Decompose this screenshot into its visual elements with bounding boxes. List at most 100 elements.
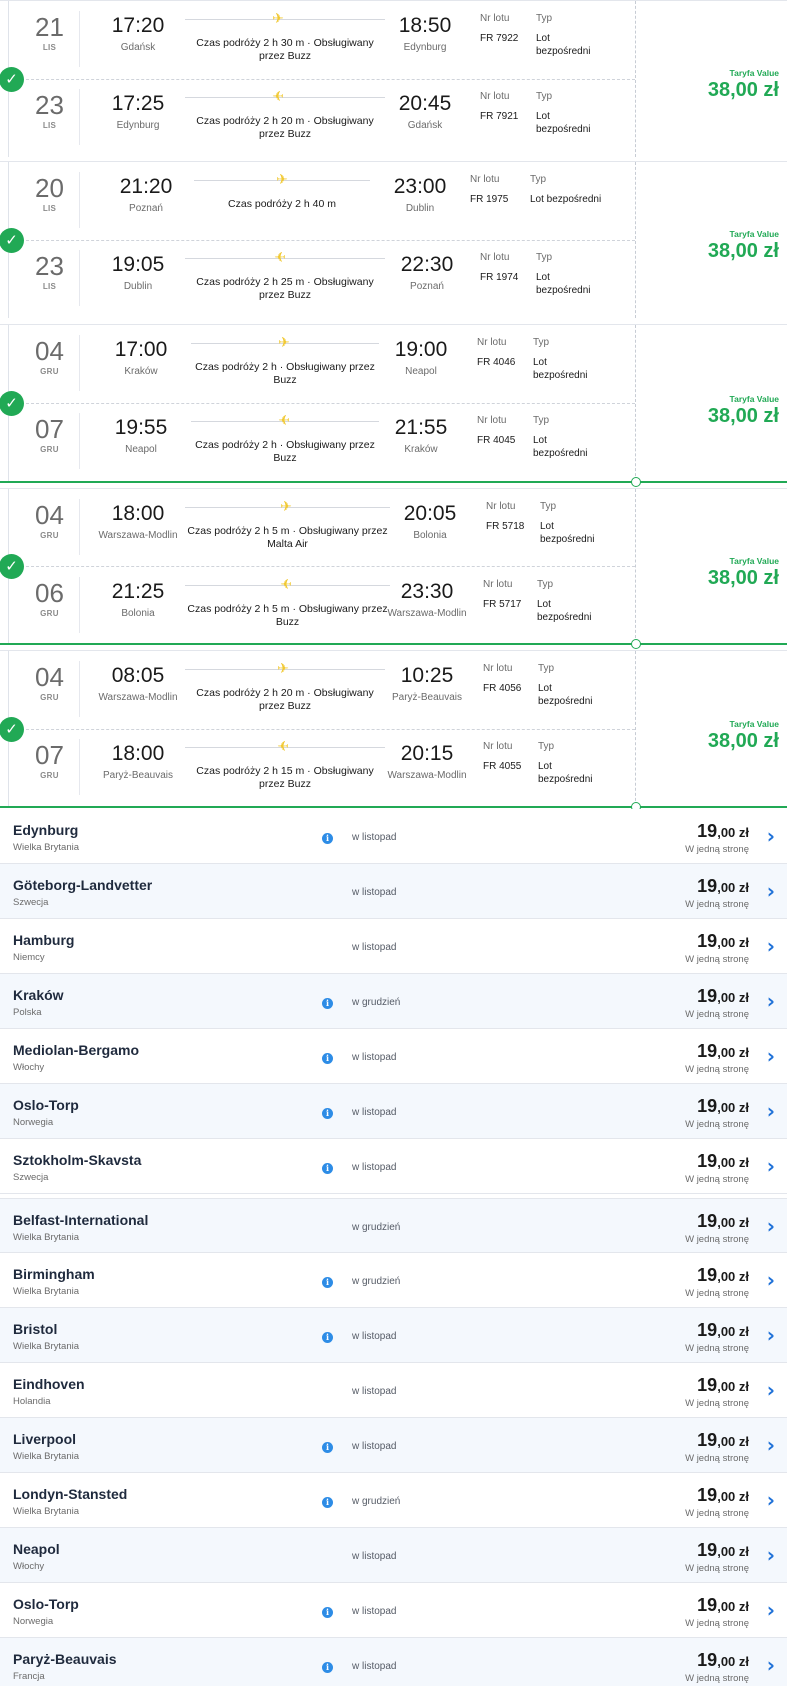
- destination-city: Göteborg-Landvetter: [13, 877, 153, 893]
- price-integer: 19: [697, 1096, 718, 1116]
- flight-number-label: Nr lotu: [477, 415, 507, 426]
- arrival-time: 20:15: [400, 742, 454, 765]
- destination-row[interactable]: Liverpool Wielka Brytania i w listopad 19,00…: [0, 1418, 787, 1473]
- destination-country: Szwecja: [13, 1172, 49, 1183]
- chevron-right-icon[interactable]: ›: [766, 824, 775, 848]
- destination-row[interactable]: Paryż-Beauvais Francja i w listopad 19,00 zł…: [0, 1638, 787, 1686]
- chevron-right-icon[interactable]: ›: [766, 879, 775, 903]
- trip-card[interactable]: ✓ 04 GRU 08:05 Warszawa-Modlin ✈ Czas podr…: [0, 650, 787, 812]
- chevron-right-icon[interactable]: ›: [766, 1378, 775, 1402]
- destination-row[interactable]: Hamburg Niemcy w listopad 19,00 zł W jedną s…: [0, 919, 787, 974]
- trip-direction: W jedną stronę: [685, 1174, 749, 1185]
- trip-direction: W jedną stronę: [685, 1563, 749, 1574]
- chevron-right-icon[interactable]: ›: [766, 989, 775, 1013]
- destination-row[interactable]: Londyn-Stansted Wielka Brytania i w grudzie…: [0, 1473, 787, 1528]
- fare-box[interactable]: Taryfa Value 38,00 zł: [708, 68, 779, 102]
- destination-country: Wielka Brytania: [13, 1506, 79, 1517]
- info-icon[interactable]: i: [322, 1497, 333, 1508]
- info-icon[interactable]: i: [322, 1442, 333, 1453]
- arrival-city: Bolonia: [413, 530, 447, 541]
- fare-box[interactable]: Taryfa Value 38,00 zł: [708, 229, 779, 263]
- departure-time: 17:00: [114, 338, 168, 361]
- fare-box[interactable]: Taryfa Value 38,00 zł: [708, 556, 779, 590]
- arrival-time: 10:25: [400, 664, 454, 687]
- destination-row[interactable]: Bristol Wielka Brytania i w listopad 19,00 z…: [0, 1308, 787, 1363]
- flight-number-label: Nr lotu: [483, 579, 513, 590]
- departure-time: 18:00: [111, 742, 165, 765]
- chevron-right-icon[interactable]: ›: [766, 1488, 775, 1512]
- departure-city: Kraków: [124, 366, 158, 377]
- trip-card[interactable]: ✓ 04 GRU 18:00 Warszawa-Modlin ✈ Czas podr…: [0, 488, 787, 649]
- destination-row[interactable]: Belfast-International Wielka Brytania w gr…: [0, 1198, 787, 1253]
- trip-card[interactable]: ✓ 04 GRU 17:00 Kraków ✈ Czas podróży 2 h ·…: [0, 324, 787, 487]
- destination-row[interactable]: Edynburg Wielka Brytania i w listopad 19,00 …: [0, 809, 787, 864]
- leg-month: LIS: [42, 43, 57, 52]
- destination-row[interactable]: Kraków Polska i w grudzień 19,00 zł W jedną s…: [0, 974, 787, 1029]
- fare-box[interactable]: Taryfa Value 38,00 zł: [708, 719, 779, 753]
- departure-time: 19:05: [111, 253, 165, 276]
- trip-card[interactable]: ✓ 21 LIS 17:20 Gdańsk ✈ Czas podróży 2 h 3…: [0, 0, 787, 157]
- info-icon[interactable]: i: [322, 1607, 333, 1618]
- departure-city: Paryż-Beauvais: [102, 770, 174, 781]
- chevron-right-icon[interactable]: ›: [766, 1154, 775, 1178]
- travel-month: w listopad: [352, 887, 397, 898]
- price: 19,00 zł: [697, 1430, 749, 1451]
- travel-month: w listopad: [352, 1331, 397, 1342]
- chevron-right-icon[interactable]: ›: [766, 1543, 775, 1567]
- price-integer: 19: [697, 821, 718, 841]
- trip-direction: W jedną stronę: [685, 1618, 749, 1629]
- travel-month: w listopad: [352, 1661, 397, 1672]
- chevron-right-icon[interactable]: ›: [766, 1214, 775, 1238]
- info-icon[interactable]: i: [322, 833, 333, 844]
- info-icon[interactable]: i: [322, 998, 333, 1009]
- info-icon[interactable]: i: [322, 1108, 333, 1119]
- destination-row[interactable]: Oslo-Torp Norwegia i w listopad 19,00 zł W je…: [0, 1084, 787, 1139]
- arrival-city: Warszawa-Modlin: [387, 770, 467, 781]
- chevron-right-icon[interactable]: ›: [766, 1044, 775, 1068]
- chevron-right-icon[interactable]: ›: [766, 934, 775, 958]
- travel-month: w listopad: [352, 1606, 397, 1617]
- destination-row[interactable]: Birmingham Wielka Brytania i w grudzień 19,0…: [0, 1253, 787, 1308]
- info-icon[interactable]: i: [322, 1332, 333, 1343]
- chevron-right-icon[interactable]: ›: [766, 1099, 775, 1123]
- chevron-right-icon[interactable]: ›: [766, 1598, 775, 1622]
- fare-box[interactable]: Taryfa Value 38,00 zł: [708, 394, 779, 428]
- flight-leg-return: 07 GRU 19:55 Neapol ✈ Czas podróży 2 h · O…: [8, 407, 636, 479]
- travel-month: w grudzień: [352, 1222, 401, 1233]
- departure: 21:25 Bolonia: [88, 579, 188, 620]
- chevron-right-icon[interactable]: ›: [766, 1268, 775, 1292]
- destination-country: Norwegia: [13, 1616, 54, 1627]
- chevron-right-icon[interactable]: ›: [766, 1323, 775, 1347]
- price: 19,00 zł: [697, 1540, 749, 1561]
- flight-type: Lot bezpośredni: [538, 683, 593, 707]
- flight-leg-outbound: 04 GRU 17:00 Kraków ✈ Czas podróży 2 h · O…: [8, 329, 636, 401]
- info-icon[interactable]: i: [322, 1053, 333, 1064]
- leg-date: 23 LIS: [20, 89, 80, 145]
- trip-card[interactable]: ✓ 20 LIS 21:20 Poznań ✈ Czas podróży 2 h 4…: [0, 161, 787, 318]
- destination-country: Wielka Brytania: [13, 1451, 79, 1462]
- info-icon[interactable]: i: [322, 1163, 333, 1174]
- chevron-right-icon[interactable]: ›: [766, 1433, 775, 1457]
- leg-month: GRU: [40, 367, 59, 376]
- arrival: 22:30 Poznań: [377, 252, 477, 293]
- leg-date: 21 LIS: [20, 11, 80, 67]
- info-icon[interactable]: i: [322, 1662, 333, 1673]
- leg-date: 06 GRU: [20, 577, 80, 633]
- destination-row[interactable]: Mediolan-Bergamo Włochy i w listopad 19,00 z…: [0, 1029, 787, 1084]
- destination-row[interactable]: Oslo-Torp Norwegia i w listopad 19,00 zł W je…: [0, 1583, 787, 1638]
- destination-country: Francja: [13, 1671, 45, 1682]
- price-decimal: ,00 zł: [717, 1269, 749, 1284]
- destination-country: Wielka Brytania: [13, 1286, 79, 1297]
- fare-price: 38,00 zł: [707, 405, 779, 427]
- info-icon[interactable]: i: [322, 1277, 333, 1288]
- price-decimal: ,00 zł: [717, 1045, 749, 1060]
- flight-leg-return: 23 LIS 19:05 Dublin ✈ Czas podróży 2 h 25 …: [8, 244, 636, 316]
- chevron-right-icon[interactable]: ›: [766, 1653, 775, 1677]
- destination-row[interactable]: Neapol Włochy w listopad 19,00 zł W jedną st…: [0, 1528, 787, 1583]
- destination-row[interactable]: Eindhoven Holandia w listopad 19,00 zł W jed…: [0, 1363, 787, 1418]
- destination-row[interactable]: Göteborg-Landvetter Szwecja w listopad 19,0…: [0, 864, 787, 919]
- selected-check-icon: ✓: [0, 228, 24, 253]
- trip-direction: W jedną stronę: [685, 954, 749, 965]
- destination-row[interactable]: Sztokholm-Skavsta Szwecja i w listopad 19,00…: [0, 1139, 787, 1194]
- arrival: 20:05 Bolonia: [380, 501, 480, 542]
